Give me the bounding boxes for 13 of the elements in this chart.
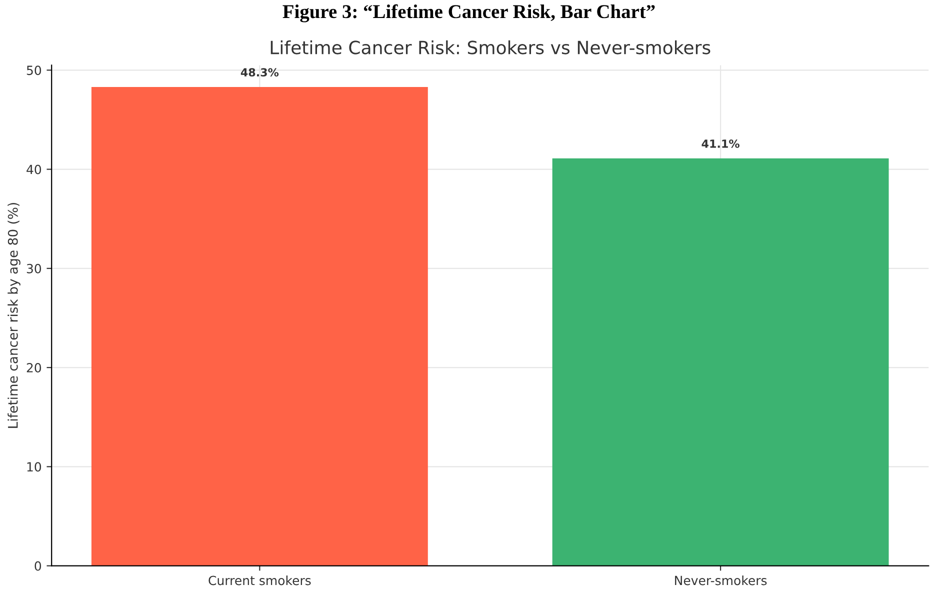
x-tick-label: Current smokers <box>208 576 311 586</box>
y-tick-label: 40 <box>26 164 42 174</box>
y-axis-title: Lifetime cancer risk by age 80 (%) <box>8 203 20 428</box>
y-tick-label: 10 <box>27 462 42 472</box>
data-label: 48.3% <box>240 68 279 77</box>
y-tick-label: 30 <box>26 264 42 274</box>
y-tick-label: 20 <box>26 363 42 372</box>
data-label: 41.1% <box>702 139 740 148</box>
y-tick-label: 50 <box>26 66 42 76</box>
chart-subtitle: Lifetime Cancer Risk: Smokers vs Never-smokers <box>270 40 710 54</box>
y-tick-label: 0 <box>34 561 42 571</box>
chart-title: Figure 3: “Lifetime Cancer Risk, Bar Chart” <box>282 4 655 22</box>
x-tick-label: Never-smokers <box>675 576 767 586</box>
